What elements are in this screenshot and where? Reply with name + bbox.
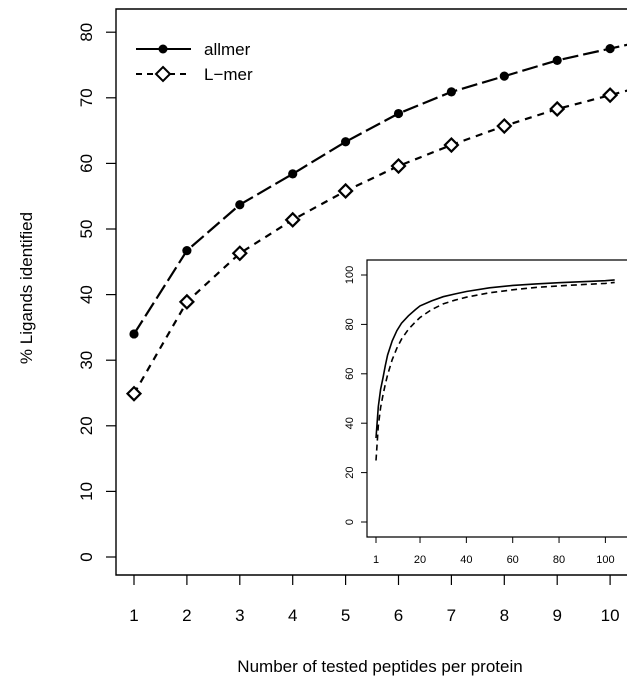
- inset-series-group: [375, 279, 615, 461]
- legend-allmer-marker: [158, 44, 168, 54]
- inset-axis-ticks: 1 20 40 60 80 100 0 20 40 60 80 100: [344, 266, 615, 566]
- inset-background: [367, 260, 627, 537]
- inset-plot: 1 20 40 60 80 100 0 20 40 60 80 100: [344, 259, 627, 566]
- data-point-lmer: [549, 100, 566, 118]
- data-point-lmer: [337, 182, 354, 200]
- data-point-allmer: [499, 71, 509, 81]
- main-plot-frame: [115, 8, 627, 576]
- inset-x-tick-label: 1: [373, 554, 379, 566]
- data-point-allmer: [552, 55, 562, 66]
- inset-plot-frame: [366, 259, 627, 538]
- data-point-lmer: [390, 157, 407, 175]
- data-point-allmer: [129, 329, 139, 339]
- y-tick-label: 50: [77, 220, 96, 239]
- data-point-lmer: [284, 211, 301, 228]
- x-tick-label: 4: [288, 606, 297, 625]
- data-point-allmer: [288, 169, 298, 179]
- data-point-lmer: [443, 136, 460, 154]
- x-tick-label: 5: [341, 606, 350, 625]
- inset-series-line-lmer: [375, 281, 615, 461]
- y-tick-label: 80: [77, 23, 96, 42]
- inset-y-tick-label: 100: [344, 266, 356, 284]
- inset-x-tick-label: 60: [507, 554, 519, 566]
- x-tick-label: 3: [235, 606, 244, 625]
- x-tick-label: 8: [500, 606, 509, 625]
- y-tick-label: 60: [77, 154, 96, 173]
- legend-lmer-marker: [154, 65, 172, 83]
- x-tick-label: 2: [182, 606, 191, 625]
- data-point-lmer: [125, 385, 143, 402]
- y-tick-label: 30: [77, 351, 96, 370]
- x-tick-label: 9: [552, 606, 561, 625]
- data-point-allmer: [393, 108, 404, 119]
- data-point-lmer: [178, 293, 195, 310]
- inset-y-tick-label: 20: [344, 466, 356, 478]
- data-point-allmer: [235, 200, 245, 210]
- y-axis-label: % Ligands identified: [17, 212, 36, 364]
- x-tick-label: 1: [129, 606, 138, 625]
- legend-allmer-label: allmer: [204, 40, 251, 59]
- x-tick-label: 7: [447, 606, 456, 625]
- inset-y-tick-label: 0: [344, 519, 356, 525]
- main-series-group: [125, 43, 627, 402]
- inset-x-tick-label: 100: [596, 554, 614, 566]
- y-tick-label: 40: [77, 285, 96, 304]
- inset-x-tick-label: 20: [414, 554, 426, 566]
- y-tick-label: 0: [77, 552, 96, 561]
- y-tick-label: 20: [77, 416, 96, 435]
- series-line-lmer: [133, 89, 627, 395]
- inset-x-tick-label: 40: [460, 554, 472, 566]
- data-point-allmer: [182, 246, 192, 256]
- data-point-lmer: [602, 87, 619, 104]
- x-axis-label: Number of tested peptides per protein: [237, 657, 522, 676]
- inset-y-tick-label: 60: [344, 368, 356, 380]
- y-tick-label: 10: [77, 482, 96, 501]
- x-tick-label: 6: [394, 606, 403, 625]
- inset-y-tick-label: 80: [344, 318, 356, 330]
- inset-y-tick-label: 40: [344, 417, 356, 429]
- legend-lmer-label: L−mer: [204, 65, 253, 84]
- inset-x-tick-label: 80: [553, 554, 565, 566]
- legend: allmer L−mer: [136, 40, 253, 84]
- x-tick-label: 10: [601, 606, 620, 625]
- data-point-allmer: [605, 44, 615, 54]
- data-point-lmer: [231, 245, 248, 262]
- data-point-allmer: [446, 87, 456, 97]
- y-tick-label: 70: [77, 88, 96, 107]
- inset-series-line-allmer: [375, 279, 615, 439]
- data-point-allmer: [341, 137, 351, 147]
- data-point-lmer: [496, 117, 513, 135]
